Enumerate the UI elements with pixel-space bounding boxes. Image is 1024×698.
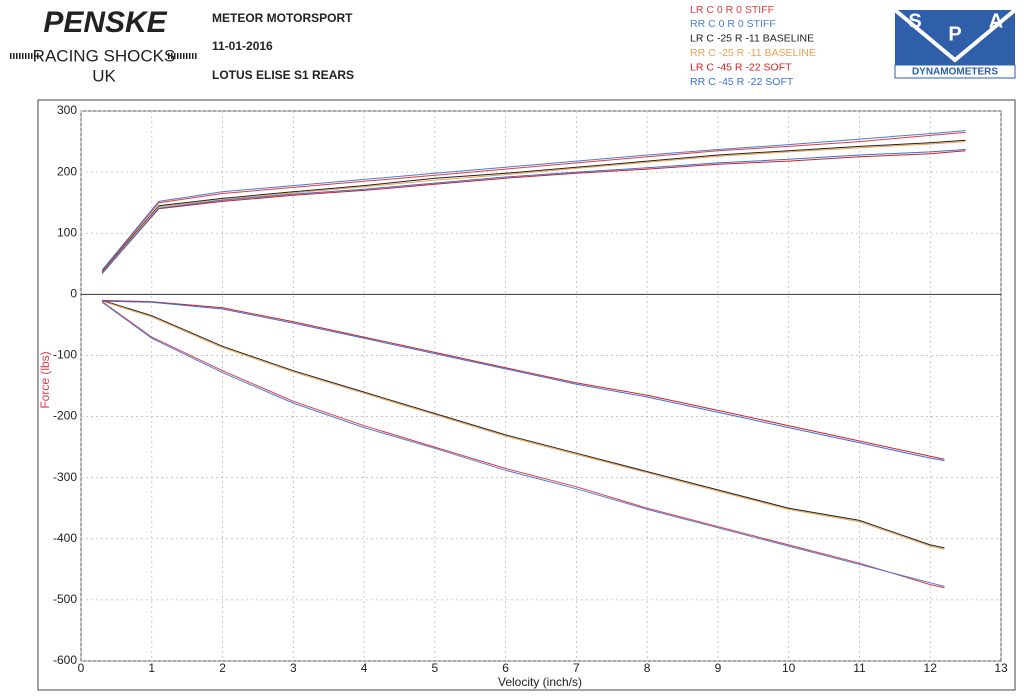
logo-letter: S (908, 10, 921, 32)
x-tick-label: 5 (432, 661, 439, 675)
series-line (101, 139, 966, 549)
legend-entry: LR C -45 R -22 SOFT (690, 61, 792, 73)
y-tick-label: 200 (57, 164, 77, 178)
y-tick-label: -500 (53, 592, 77, 606)
logo-band (894, 64, 1016, 79)
logo-country: UK (92, 66, 116, 85)
x-tick-label: 13 (994, 661, 1008, 675)
right-logo: S P A DYNAMOMETERS (893, 8, 1017, 79)
series-line (101, 150, 966, 460)
y-tick-label: 100 (57, 225, 77, 239)
x-tick-label: 0 (78, 661, 85, 675)
x-axis-label: Velocity (inch/s) (498, 675, 582, 689)
chart-frame (37, 99, 1016, 691)
y-tick-label: -200 (53, 409, 77, 423)
legend-entry: RR C 0 R 0 STIFF (690, 18, 776, 30)
x-tick-label: 2 (219, 661, 226, 675)
header-info: 11-01-2016 (212, 39, 273, 53)
header-info: LOTUS ELISE S1 REARS (212, 68, 354, 82)
left-logo: PENSKE RACING SHOCKS UK (10, 6, 198, 85)
logo-letter: P (948, 23, 961, 45)
logo-box (895, 10, 1015, 65)
legend-entry: LR C 0 R 0 STIFF (690, 4, 774, 16)
header-info: METEOR MOTORSPORT (212, 11, 353, 25)
y-tick-label: -300 (53, 470, 77, 484)
x-tick-label: 1 (148, 661, 155, 675)
series-line (101, 149, 966, 462)
series-line (101, 131, 966, 589)
legend-entry: LR C -25 R -11 BASELINE (690, 33, 814, 45)
y-tick-label: -600 (53, 653, 77, 667)
y-axis-label: Force (lbs) (38, 351, 52, 408)
legend-entry: RR C -45 R -22 SOFT (690, 76, 794, 88)
logo-caption: DYNAMOMETERS (912, 67, 998, 78)
logo-letter: A (989, 10, 1003, 32)
x-tick-label: 8 (644, 661, 651, 675)
plot-area (80, 110, 1002, 662)
y-tick-label: 0 (70, 287, 77, 301)
x-tick-label: 9 (715, 661, 722, 675)
legend-entry: RR C -25 R -11 BASELINE (690, 47, 816, 59)
y-tick-label: -400 (53, 531, 77, 545)
x-tick-label: 11 (853, 661, 866, 675)
y-tick-label: -100 (53, 348, 77, 362)
series-line (101, 130, 966, 587)
logo-chevron (893, 8, 1017, 63)
logo-subtitle: RACING SHOCKS (33, 46, 176, 65)
x-tick-label: 7 (573, 661, 580, 675)
x-tick-label: 3 (290, 661, 297, 675)
series-line (101, 141, 966, 550)
x-tick-label: 4 (361, 661, 368, 675)
y-tick-label: 300 (57, 103, 77, 117)
x-tick-label: 10 (782, 661, 796, 675)
x-tick-label: 6 (502, 661, 509, 675)
logo-title: PENSKE (43, 6, 167, 39)
x-tick-label: 12 (924, 661, 938, 675)
